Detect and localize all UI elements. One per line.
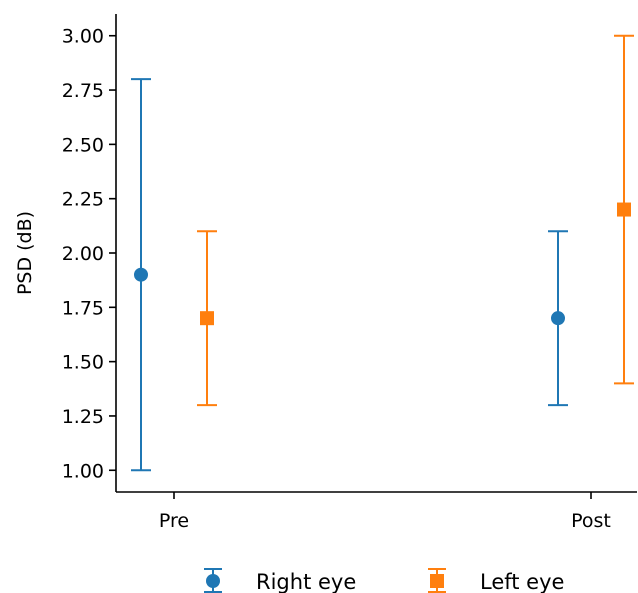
legend-marker (206, 574, 220, 588)
y-tick-label: 2.25 (62, 189, 104, 211)
y-tick-label: 2.00 (62, 243, 104, 265)
legend-item: Right eye (204, 568, 356, 593)
y-tick-label: 1.00 (62, 460, 104, 482)
legend: Right eye Left eye (204, 568, 564, 593)
legend-label: Left eye (480, 570, 564, 593)
y-tick-label: 2.75 (62, 80, 104, 102)
series-left-eye (197, 34, 634, 407)
x-tick-label: Pre (159, 510, 189, 532)
legend-item: Left eye (428, 568, 564, 593)
data-point (200, 311, 214, 326)
y-tick-label: 1.50 (62, 352, 104, 374)
series-right-eye (131, 78, 568, 472)
y-axis-label: PSD (dB) (14, 211, 36, 295)
y-tick-label: 1.25 (62, 406, 104, 428)
y-tick-label: 1.75 (62, 297, 104, 319)
data-point (134, 267, 148, 282)
data-point (551, 311, 565, 326)
legend-label: Right eye (256, 570, 356, 593)
data-point (617, 202, 631, 217)
y-tick-label: 2.50 (62, 134, 104, 156)
y-tick-label: 3.00 (62, 26, 104, 48)
legend-marker (430, 574, 444, 588)
x-axis-ticks: Pre Post (159, 492, 611, 532)
y-axis-ticks: 1.00 1.25 1.50 1.75 2.00 2.25 2.50 2.75 3.00 (62, 26, 116, 482)
x-tick-label: Post (571, 510, 611, 532)
plot-marks (131, 34, 634, 472)
